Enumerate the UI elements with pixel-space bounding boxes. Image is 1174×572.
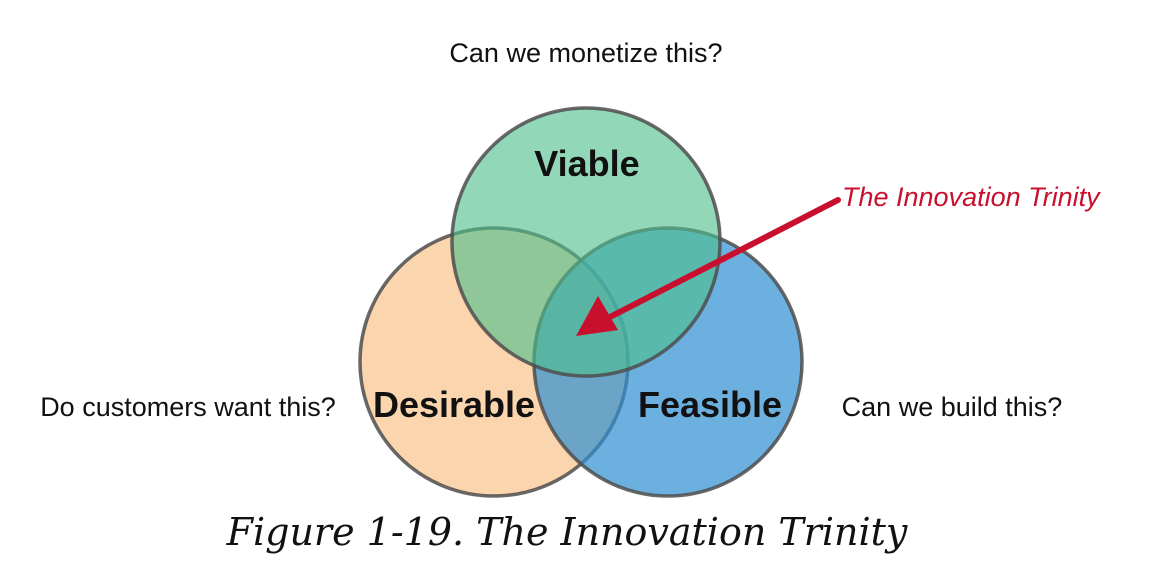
venn-circles: [358, 106, 804, 498]
label-desirable: Desirable: [373, 384, 535, 425]
top-question: Can we monetize this?: [449, 38, 722, 68]
circle-viable: [450, 106, 722, 378]
left-question: Do customers want this?: [40, 392, 336, 422]
right-question: Can we build this?: [842, 392, 1063, 422]
callout-arrow: [576, 197, 841, 336]
callout-label: The Innovation Trinity: [842, 182, 1101, 212]
label-viable: Viable: [534, 143, 639, 184]
figure-caption: Figure 1-19. The Innovation Trinity: [226, 510, 908, 554]
label-feasible: Feasible: [638, 384, 782, 425]
